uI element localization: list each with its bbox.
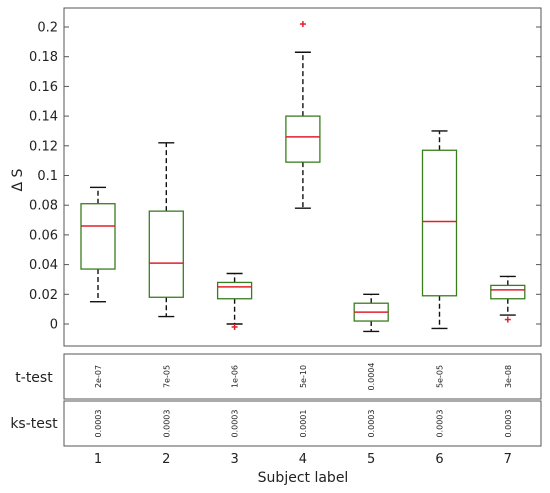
t-test-value: 7e-05 [162, 365, 171, 388]
y-tick-label: 0 [50, 318, 58, 333]
t-test-value: 3e-08 [504, 365, 513, 388]
y-axis-label: Δ S [10, 168, 26, 191]
t-test-values: 2e-07 7e-05 1e-06 5e-10 0.0004 5e-05 3e-08 [94, 363, 513, 391]
ks-test-value: 0.0003 [231, 410, 240, 438]
t-test-value: 1e-06 [231, 365, 240, 388]
y-tick-label: 0.12 [29, 139, 58, 154]
ks-test-values: 0.0003 0.0003 0.0003 0.0001 0.0003 0.0003 0.00… [94, 410, 513, 438]
y-tick-label: 0.06 [29, 228, 58, 243]
box-iqr [216, 281, 253, 300]
x-tick-label: 7 [504, 452, 512, 467]
t-test-value: 5e-05 [436, 365, 445, 388]
ks-test-value: 0.0003 [162, 410, 171, 438]
box-iqr [421, 149, 458, 297]
y-axis-ticks: 0 0.02 0.04 0.06 0.08 0.1 0.12 0.14 0.16 0.18 0.2 [29, 21, 541, 333]
y-tick-label: 0.08 [29, 199, 58, 214]
x-axis-ticks: 1 2 3 4 5 6 7 [94, 452, 512, 467]
y-tick-label: 0.2 [37, 21, 58, 36]
box-iqr [490, 284, 526, 300]
box-series [80, 21, 526, 333]
x-tick-label: 4 [299, 452, 307, 467]
y-tick-label: 0.18 [29, 50, 58, 65]
t-test-value: 2e-07 [94, 365, 103, 388]
t-test-row-label: t-test [15, 370, 53, 386]
ks-test-row-label: ks-test [10, 416, 58, 432]
ks-test-panel [63, 400, 542, 447]
y-tick-label: 0.16 [29, 80, 58, 95]
ks-test-value: 0.0003 [94, 410, 103, 438]
t-test-panel [63, 353, 542, 400]
x-tick-label: 5 [367, 452, 375, 467]
t-test-value: 5e-10 [299, 365, 308, 388]
y-tick-label: 0.04 [29, 258, 58, 273]
ks-test-value: 0.0003 [367, 410, 376, 438]
box-iqr [80, 203, 116, 270]
x-tick-label: 3 [230, 452, 238, 467]
box-iqr [148, 210, 184, 298]
box-iqr [285, 115, 321, 163]
x-tick-label: 2 [162, 452, 170, 467]
y-tick-label: 0.1 [37, 169, 58, 184]
plot-frame [63, 7, 542, 347]
ks-test-value: 0.0003 [436, 410, 445, 438]
ks-test-value: 0.0001 [299, 410, 308, 438]
ks-test-value: 0.0003 [504, 410, 513, 438]
x-tick-label: 1 [94, 452, 102, 467]
t-test-value: 0.0004 [367, 363, 376, 391]
x-tick-label: 6 [435, 452, 443, 467]
y-tick-label: 0.02 [29, 288, 58, 303]
y-tick-label: 0.14 [29, 110, 58, 125]
x-axis-label: Subject label [258, 470, 349, 486]
